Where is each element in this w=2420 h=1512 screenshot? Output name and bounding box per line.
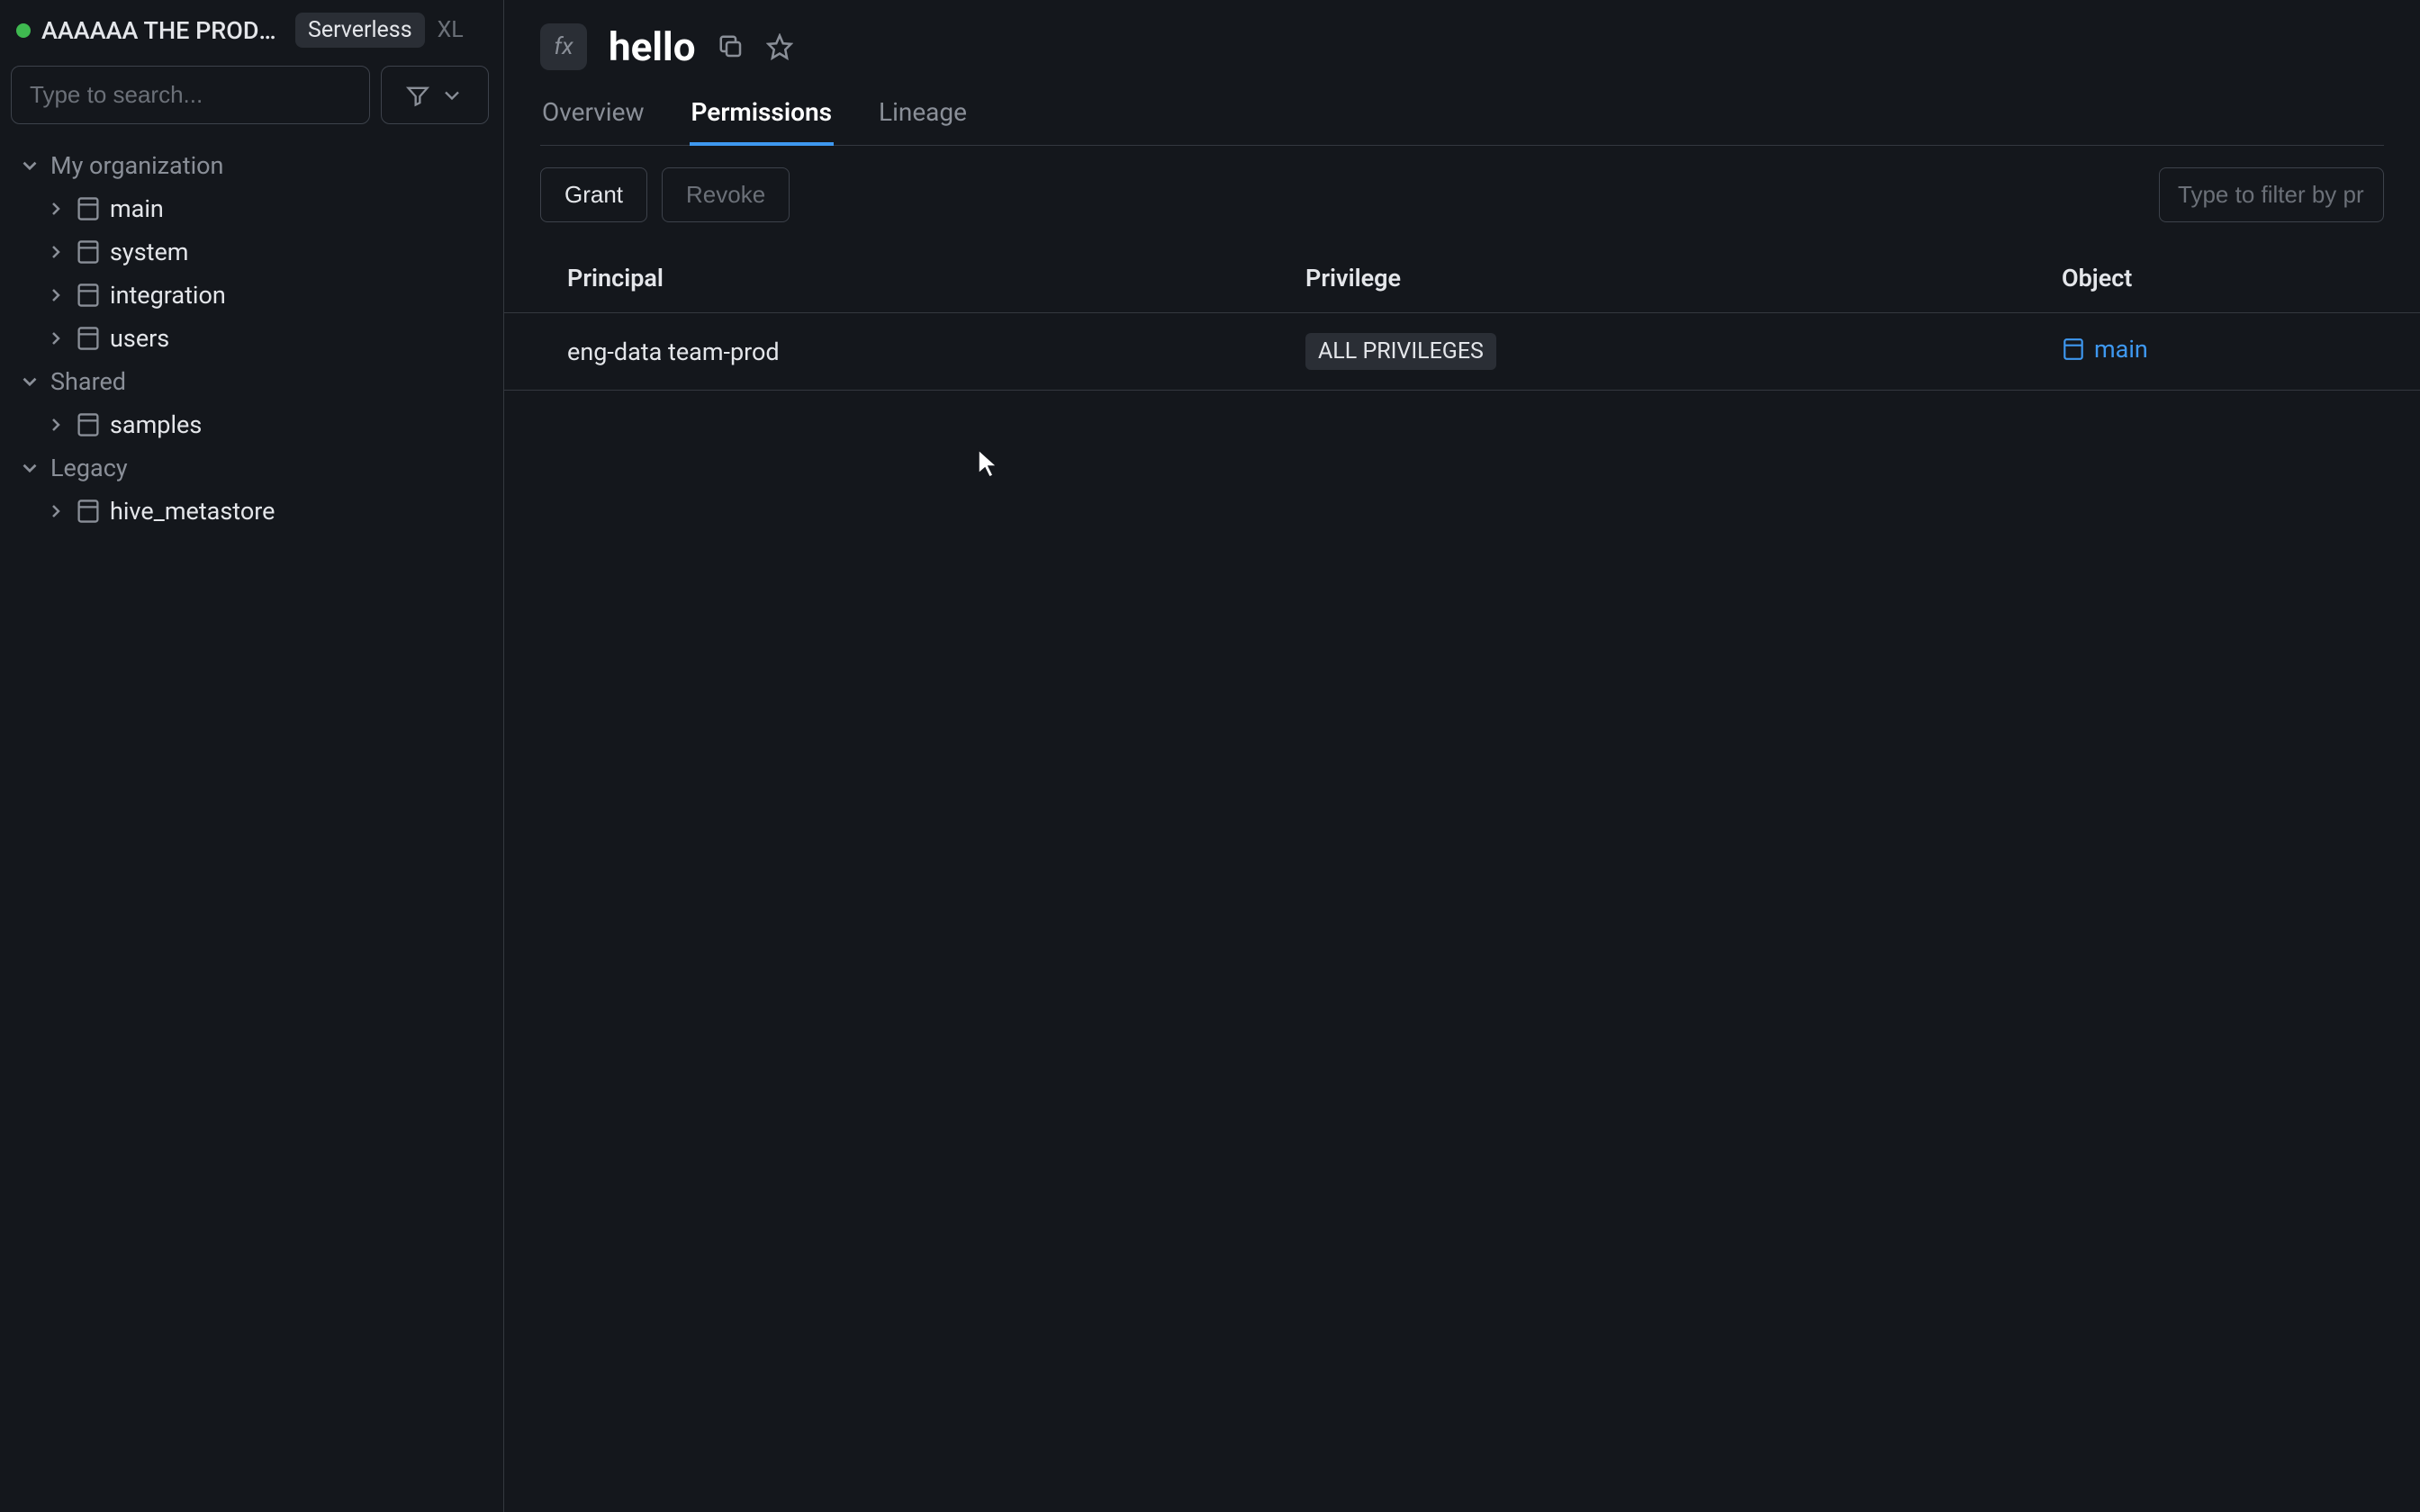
search-row (0, 57, 503, 139)
chevron-down-icon (18, 154, 41, 177)
chevron-right-icon (45, 328, 67, 349)
permissions-toolbar: Grant Revoke (504, 146, 2420, 244)
tree-item-label: system (110, 238, 188, 266)
permissions-table: Principal Privilege Object eng-data team… (504, 244, 2420, 391)
chevron-right-icon (45, 414, 67, 436)
tree-item-system[interactable]: system (7, 230, 496, 274)
tree-group-shared[interactable]: Shared (7, 360, 496, 403)
connection-size: XL (438, 17, 464, 43)
object-link-label: main (2094, 335, 2148, 364)
catalog-icon (76, 282, 101, 309)
grant-button[interactable]: Grant (540, 167, 647, 222)
chevron-right-icon (45, 284, 67, 306)
filter-button[interactable] (381, 66, 489, 124)
tree-group-legacy[interactable]: Legacy (7, 446, 496, 490)
column-object[interactable]: Object (2026, 244, 2420, 313)
column-privilege[interactable]: Privilege (1269, 244, 2026, 313)
tree-group-label: My organization (50, 151, 223, 180)
copy-icon[interactable] (718, 33, 745, 60)
tree-item-label: integration (110, 281, 226, 310)
sidebar: AAAAAA THE PRODU… Serverless XL My organ… (0, 0, 504, 1512)
cell-object: main (2026, 313, 2420, 391)
connection-type-pill: Serverless (295, 13, 425, 48)
catalog-icon (76, 195, 101, 222)
tab-permissions[interactable]: Permissions (690, 97, 834, 145)
tab-lineage[interactable]: Lineage (877, 97, 969, 145)
chevron-right-icon (45, 198, 67, 220)
chevron-down-icon (18, 370, 41, 393)
star-icon[interactable] (766, 33, 793, 60)
privilege-filter-input[interactable] (2159, 167, 2384, 222)
connection-header[interactable]: AAAAAA THE PRODU… Serverless XL (0, 0, 503, 57)
page-title: hello (609, 23, 696, 70)
tree-item-label: samples (110, 410, 202, 439)
table-row[interactable]: eng-data team-prod ALL PRIVILEGES main (504, 313, 2420, 391)
title-row: fx hello (540, 23, 2384, 70)
tree-item-main[interactable]: main (7, 187, 496, 230)
tree-group-label: Legacy (50, 454, 128, 482)
status-dot-icon (16, 23, 31, 38)
app-root: AAAAAA THE PRODU… Serverless XL My organ… (0, 0, 2420, 1512)
tree-group-my-organization[interactable]: My organization (7, 144, 496, 187)
catalog-tree: My organization main system integration (0, 139, 503, 1512)
cell-principal: eng-data team-prod (504, 313, 1269, 391)
connection-name: AAAAAA THE PRODU… (41, 16, 284, 45)
catalog-icon (76, 325, 101, 352)
tab-overview[interactable]: Overview (540, 97, 646, 145)
tree-item-samples[interactable]: samples (7, 403, 496, 446)
catalog-icon (76, 238, 101, 266)
tree-item-hive-metastore[interactable]: hive_metastore (7, 490, 496, 533)
chevron-down-icon (439, 83, 465, 108)
tree-item-users[interactable]: users (7, 317, 496, 360)
column-principal[interactable]: Principal (504, 244, 1269, 313)
revoke-button[interactable]: Revoke (662, 167, 790, 222)
tree-item-label: users (110, 324, 169, 353)
tabs: Overview Permissions Lineage (540, 97, 2384, 146)
main-panel: fx hello Overview Permissions Lineage Gr… (504, 0, 2420, 1512)
chevron-right-icon (45, 500, 67, 522)
search-input[interactable] (11, 66, 370, 124)
tree-item-label: hive_metastore (110, 497, 275, 526)
catalog-icon (76, 498, 101, 525)
funnel-icon (405, 83, 430, 108)
privilege-pill: ALL PRIVILEGES (1305, 333, 1496, 370)
tree-item-label: main (110, 194, 164, 223)
function-icon: fx (540, 23, 587, 70)
catalog-icon (76, 411, 101, 438)
table-header-row: Principal Privilege Object (504, 244, 2420, 313)
object-link[interactable]: main (2062, 335, 2148, 364)
chevron-down-icon (18, 456, 41, 480)
cell-privilege: ALL PRIVILEGES (1269, 313, 2026, 391)
chevron-right-icon (45, 241, 67, 263)
catalog-icon (2062, 337, 2085, 362)
tree-group-label: Shared (50, 367, 126, 396)
main-header: fx hello Overview Permissions Lineage (504, 0, 2420, 146)
tree-item-integration[interactable]: integration (7, 274, 496, 317)
